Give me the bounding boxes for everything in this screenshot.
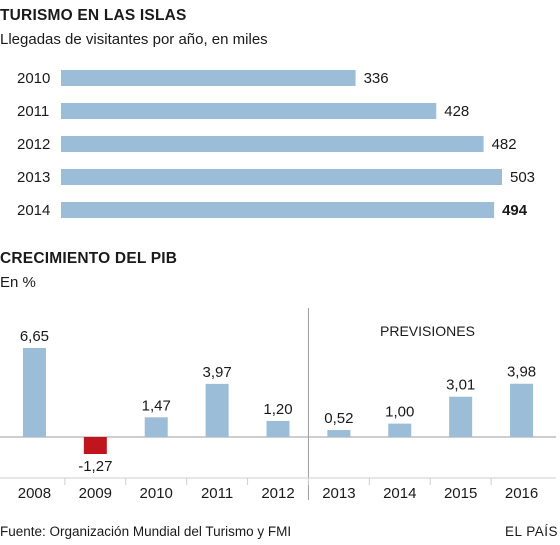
value-label-2013: 503 bbox=[510, 169, 535, 186]
category-label-2008: 2008 bbox=[18, 485, 51, 502]
category-label-2013: 2013 bbox=[322, 485, 355, 502]
category-label-2012: 2012 bbox=[261, 485, 294, 502]
bar-2009 bbox=[83, 437, 107, 454]
bar-2013 bbox=[61, 169, 502, 185]
category-label-2011: 2011 bbox=[17, 103, 49, 120]
bar-2008 bbox=[22, 348, 46, 437]
category-label-2013: 2013 bbox=[17, 169, 50, 186]
category-label-2010: 2010 bbox=[140, 485, 173, 502]
category-label-2014: 2014 bbox=[383, 485, 416, 502]
bar-2011 bbox=[61, 103, 437, 119]
bar-2014 bbox=[388, 423, 412, 437]
tourism-bar-chart: 2010 336 2011 428 2012 482 2013 503 2014 494 bbox=[17, 70, 535, 219]
bar-2016 bbox=[510, 383, 534, 437]
chart-title-tourism: TURISMO EN LAS ISLAS bbox=[0, 7, 187, 24]
value-label-2014: 1,00 bbox=[385, 404, 414, 421]
publisher-brand: EL PAÍS bbox=[504, 524, 558, 539]
value-label-2012: 1,20 bbox=[263, 401, 292, 418]
category-label-2012: 2012 bbox=[17, 136, 50, 153]
bar-2011 bbox=[205, 383, 229, 437]
value-label-2014: 494 bbox=[502, 202, 528, 219]
value-label-2010: 336 bbox=[364, 70, 389, 87]
value-label-2008: 6,65 bbox=[20, 328, 49, 345]
chart-subtitle-gdp: En % bbox=[0, 274, 36, 291]
bar-2014 bbox=[61, 202, 495, 218]
category-label-2010: 2010 bbox=[17, 70, 50, 87]
category-label-2009: 2009 bbox=[79, 485, 112, 502]
value-label-2016: 3,98 bbox=[507, 364, 536, 381]
bar-2010 bbox=[61, 70, 356, 86]
bar-2012 bbox=[61, 136, 484, 152]
bar-2012 bbox=[266, 420, 290, 437]
source-note: Fuente: Organización Mundial del Turismo… bbox=[0, 524, 292, 539]
category-label-2014: 2014 bbox=[17, 202, 50, 219]
chart-title-gdp: CRECIMIENTO DEL PIB bbox=[0, 250, 178, 267]
value-label-2012: 482 bbox=[492, 136, 517, 153]
forecast-annotation: PREVISIONES bbox=[380, 323, 475, 339]
bar-2010 bbox=[144, 417, 168, 437]
value-label-2009: -1,27 bbox=[78, 458, 112, 475]
value-label-2011: 3,97 bbox=[203, 364, 232, 381]
bar-2015 bbox=[449, 396, 473, 437]
chart-subtitle-tourism: Llegadas de visitantes por año, en miles bbox=[0, 31, 268, 48]
bar-2013 bbox=[327, 430, 351, 437]
value-label-2011: 428 bbox=[444, 103, 469, 120]
category-label-2011: 2011 bbox=[201, 485, 233, 502]
value-label-2013: 0,52 bbox=[324, 410, 353, 427]
category-label-2016: 2016 bbox=[505, 485, 538, 502]
category-label-2015: 2015 bbox=[444, 485, 477, 502]
value-label-2010: 1,47 bbox=[142, 397, 171, 414]
value-label-2015: 3,01 bbox=[446, 377, 475, 394]
